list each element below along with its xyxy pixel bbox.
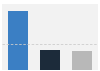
Bar [72,51,92,70]
Bar [8,11,28,70]
Bar [40,50,60,70]
